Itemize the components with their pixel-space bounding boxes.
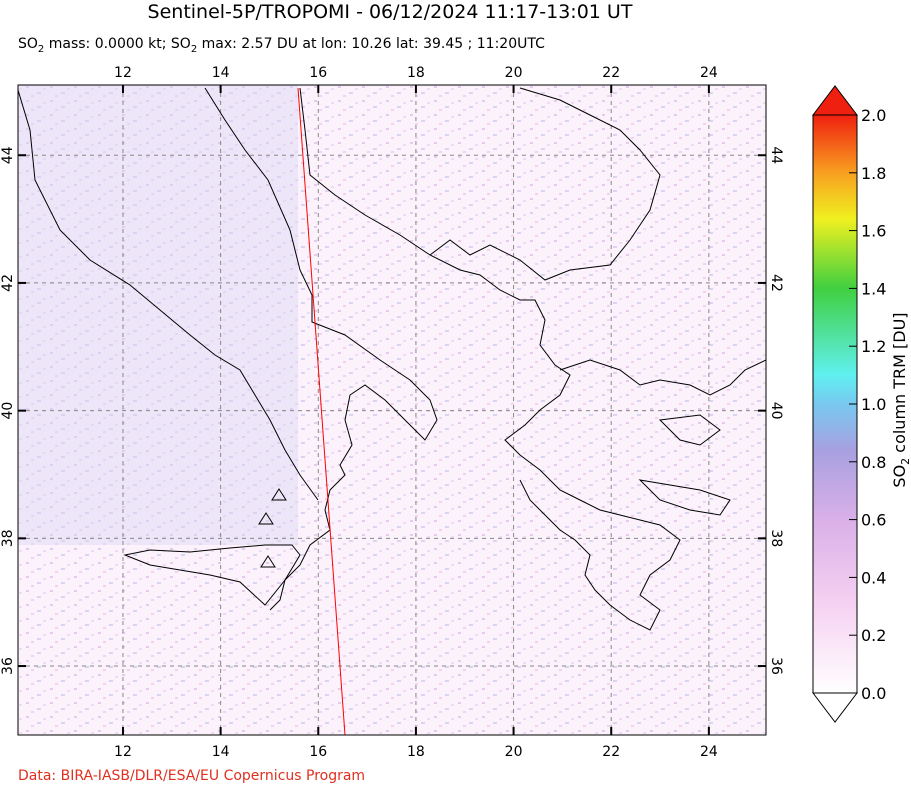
x-tick-label: 22	[602, 744, 620, 760]
credit: Data: BIRA-IASB/DLR/ESA/EU Copernicus Pr…	[18, 768, 365, 784]
x-tick-label: 16	[309, 744, 327, 760]
y-tick-label: 42	[0, 274, 16, 292]
swath-shade	[18, 85, 298, 545]
map-background	[18, 85, 766, 735]
x-tick-label: 12	[114, 65, 132, 81]
x-tick-label: 18	[407, 65, 425, 81]
volcano-marker	[260, 555, 276, 568]
y-tick-label: 40	[768, 402, 784, 420]
x-tick-label: 24	[700, 65, 718, 81]
subtitle-part: mass: 0.0000 kt; SO	[44, 36, 191, 52]
x-tick-label: 20	[505, 65, 523, 81]
x-tick-label: 12	[114, 744, 132, 760]
coastline	[559, 359, 766, 396]
subtitle-part: max: 2.57 DU at lon: 10.26 lat: 39.45 ; …	[197, 36, 545, 52]
colorbar-tick-label: 0.0	[861, 684, 886, 703]
swath-edge	[297, 87, 346, 735]
y-tick-label: 36	[0, 657, 16, 675]
y-tick-label: 44	[0, 146, 16, 164]
title: Sentinel-5P/TROPOMI - 06/12/2024 11:17-1…	[148, 1, 633, 23]
y-tick-label: 38	[768, 529, 784, 547]
colorbar-tick-label: 0.4	[861, 568, 886, 587]
coastline	[658, 414, 721, 446]
colorbar-label: SO2 column TRM [DU]	[890, 312, 911, 487]
coastline	[638, 479, 731, 516]
colorbar-label-part: SO	[890, 465, 909, 488]
volcano-marker	[258, 512, 274, 525]
y-tick-label: 44	[768, 146, 784, 164]
colorbar-tick-label: 1.6	[861, 222, 886, 241]
x-tick-label: 14	[212, 744, 230, 760]
x-tick-label: 16	[309, 65, 327, 81]
colorbar-tick-label: 0.6	[861, 511, 886, 530]
axes: 12 12 14 14 16 16 18 18 20 20 22 22 24 24 36 36 38 38 40 40…	[0, 65, 784, 760]
x-tick-label: 20	[505, 744, 523, 760]
subtitle-part: SO	[18, 36, 38, 52]
coastline	[123, 544, 301, 606]
border	[429, 87, 661, 281]
y-tick-label: 40	[0, 402, 16, 420]
colorbar-label-part: column TRM [DU]	[890, 312, 909, 457]
coastline	[299, 87, 681, 631]
coastline	[18, 89, 319, 501]
colorbar-extend-top	[811, 85, 859, 116]
subtitle-part: 2	[38, 44, 44, 55]
colorbar-tick-label: 1.8	[861, 164, 886, 183]
colorbar-tick-label: 1.2	[861, 337, 886, 356]
colorbar-tick-label: 0.2	[861, 626, 886, 645]
x-tick-label: 22	[602, 65, 620, 81]
y-tick-label: 42	[768, 274, 784, 292]
x-tick-label: 18	[407, 744, 425, 760]
colorbar-tick-label: 2.0	[861, 106, 886, 125]
x-tick-label: 24	[700, 744, 718, 760]
colorbar-tick-label: 0.8	[861, 453, 886, 472]
map-area	[18, 85, 766, 735]
x-tick-label: 14	[212, 65, 230, 81]
coastline	[204, 87, 438, 611]
colorbar-tick-label: 1.4	[861, 279, 886, 298]
subtitle: SO2 mass: 0.0000 kt; SO2 max: 2.57 DU at…	[18, 36, 545, 55]
colorbar-tick-label: 1.0	[861, 395, 886, 414]
y-tick-label: 36	[768, 657, 784, 675]
colorbar-label-part: 2	[899, 458, 911, 465]
colorbar-axis: 0.0 0.2 0.4 0.6 0.8 1.0 1.2 1.4 1.6 1.8 2.0	[849, 106, 886, 703]
colorbar-extend-bottom	[811, 692, 859, 723]
subtitle-part: 2	[191, 44, 197, 55]
y-tick-label: 38	[0, 529, 16, 547]
volcano-marker	[271, 488, 287, 501]
